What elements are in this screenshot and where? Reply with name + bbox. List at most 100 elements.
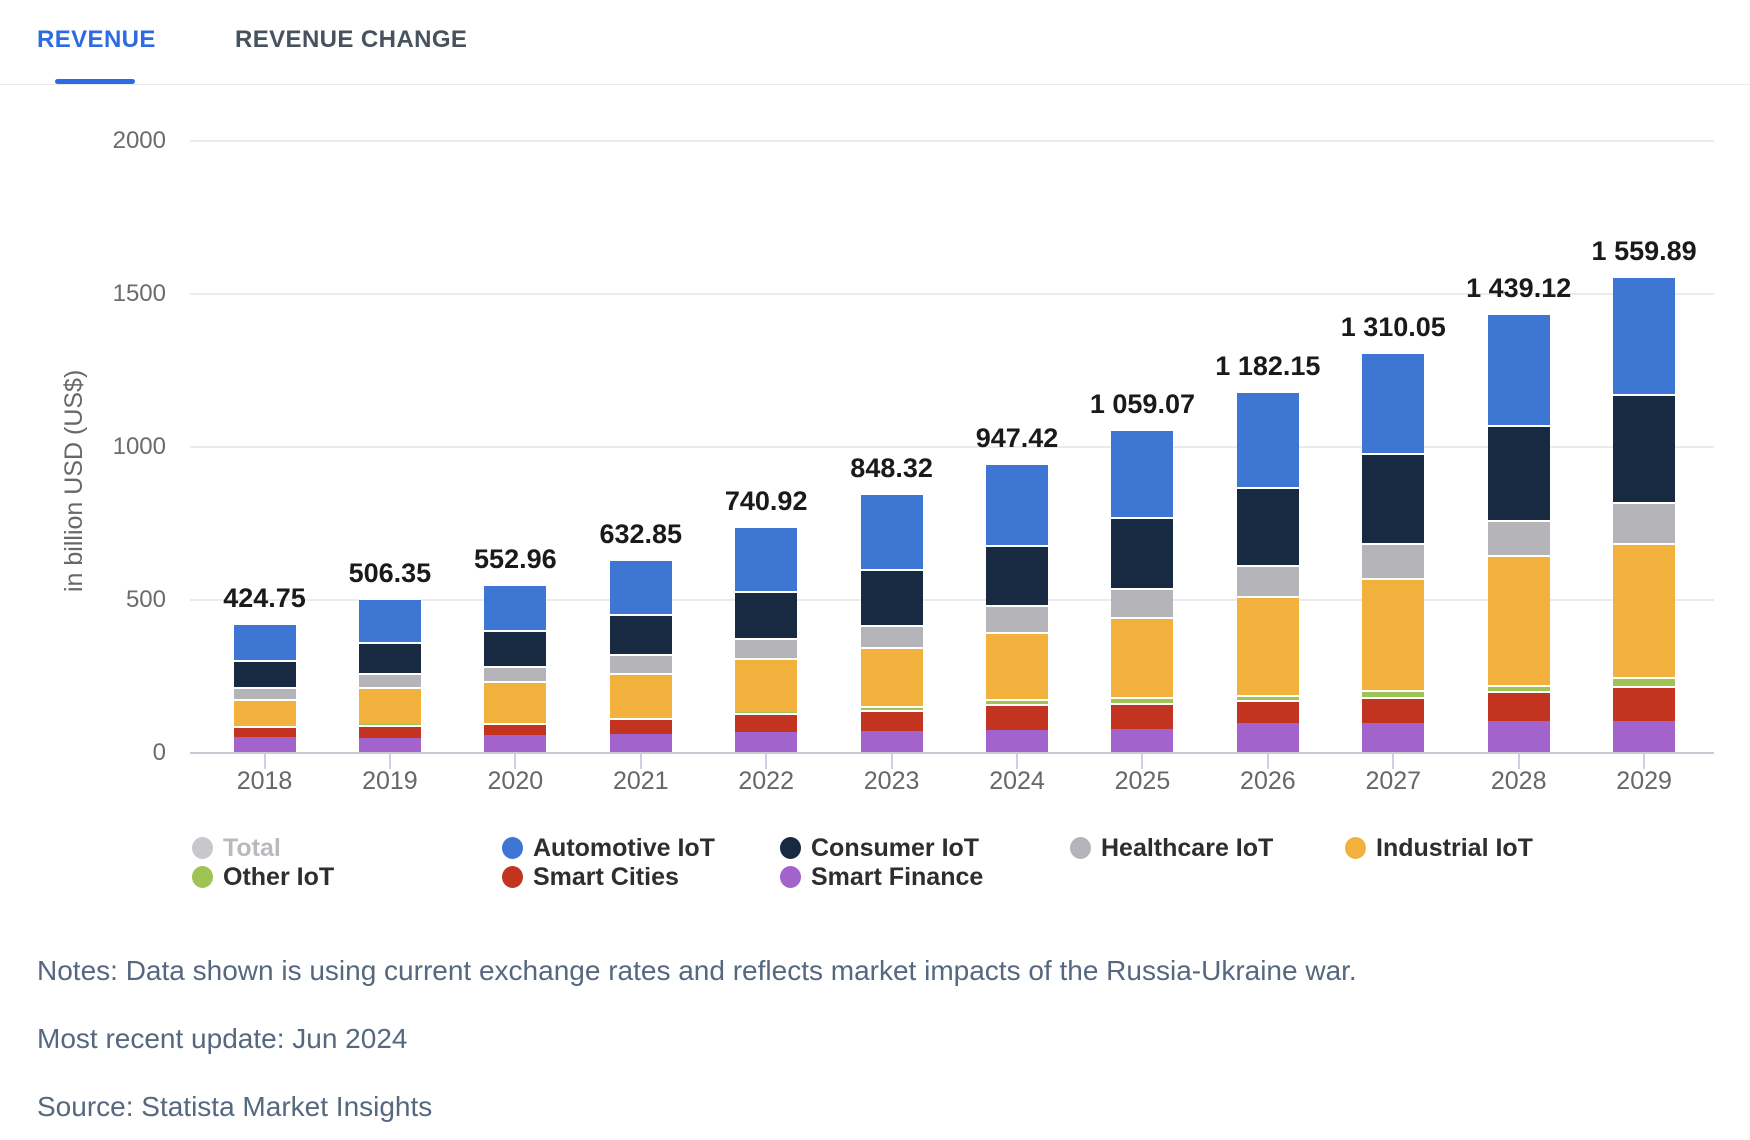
bar-segment-industrial-iot-2025[interactable] [1111, 616, 1174, 697]
bar-segment-automotive-iot-2024[interactable] [986, 463, 1049, 545]
bar-segment-smart-cities-2023[interactable] [860, 709, 923, 731]
bar-segment-industrial-iot-2024[interactable] [986, 632, 1049, 700]
bar-segment-healthcare-iot-2028[interactable] [1487, 519, 1550, 555]
bar-segment-healthcare-iot-2022[interactable] [735, 637, 798, 658]
bar-segment-consumer-iot-2019[interactable] [358, 641, 421, 674]
bar-segment-automotive-iot-2028[interactable] [1487, 312, 1550, 425]
bar-segment-smart-finance-2021[interactable] [609, 734, 672, 753]
bar-2020 [484, 583, 547, 753]
bar-segment-automotive-iot-2021[interactable] [609, 559, 672, 615]
bar-segment-healthcare-iot-2019[interactable] [358, 673, 421, 687]
bar-segment-smart-cities-2019[interactable] [358, 724, 421, 738]
bar-segment-automotive-iot-2022[interactable] [735, 526, 798, 591]
legend-dot-smart-cities [502, 866, 523, 888]
bar-segment-healthcare-iot-2021[interactable] [609, 653, 672, 673]
bar-segment-smart-cities-2029[interactable] [1613, 686, 1676, 721]
bar-segment-smart-cities-2026[interactable] [1236, 700, 1299, 724]
y-tick-label-0: 0 [152, 739, 166, 766]
bar-segment-smart-finance-2023[interactable] [860, 730, 923, 753]
bar-segment-consumer-iot-2021[interactable] [609, 614, 672, 654]
bar-segment-consumer-iot-2024[interactable] [986, 544, 1049, 605]
bar-segment-automotive-iot-2020[interactable] [484, 583, 547, 631]
bar-segment-healthcare-iot-2026[interactable] [1236, 565, 1299, 596]
bar-segment-healthcare-iot-2023[interactable] [860, 625, 923, 648]
bar-segment-consumer-iot-2025[interactable] [1111, 516, 1174, 588]
bar-segment-industrial-iot-2018[interactable] [233, 698, 296, 726]
bar-segment-industrial-iot-2022[interactable] [735, 657, 798, 713]
bar-segment-other-iot-2029[interactable] [1613, 677, 1676, 686]
bar-segment-smart-cities-2028[interactable] [1487, 690, 1550, 721]
bar-segment-automotive-iot-2018[interactable] [233, 623, 296, 661]
bar-segment-smart-finance-2020[interactable] [484, 735, 547, 753]
x-tick-2024 [1016, 754, 1019, 769]
bar-segment-other-iot-2025[interactable] [1111, 697, 1174, 703]
bar-segment-other-iot-2027[interactable] [1362, 689, 1425, 697]
bar-segment-automotive-iot-2019[interactable] [358, 598, 421, 642]
bar-segment-industrial-iot-2023[interactable] [860, 647, 923, 707]
bar-segment-other-iot-2024[interactable] [986, 699, 1049, 705]
bar-total-label-2027: 1 310.05 [1340, 312, 1446, 343]
bar-segment-healthcare-iot-2027[interactable] [1362, 542, 1425, 579]
bar-segment-consumer-iot-2027[interactable] [1362, 453, 1425, 543]
bar-segment-healthcare-iot-2018[interactable] [233, 687, 296, 699]
bar-segment-healthcare-iot-2024[interactable] [986, 604, 1049, 633]
tab-revenue-change[interactable]: REVENUE CHANGE [235, 26, 468, 53]
bar-segment-industrial-iot-2021[interactable] [609, 672, 672, 718]
legend-label: Automotive IoT [533, 834, 715, 862]
bar-segment-industrial-iot-2028[interactable] [1487, 554, 1550, 685]
bar-segment-consumer-iot-2026[interactable] [1236, 486, 1299, 566]
bar-segment-smart-cities-2021[interactable] [609, 718, 672, 735]
bar-segment-smart-finance-2026[interactable] [1236, 723, 1299, 753]
bar-segment-automotive-iot-2025[interactable] [1111, 428, 1174, 517]
bar-segment-industrial-iot-2026[interactable] [1236, 595, 1299, 696]
bar-segment-smart-finance-2027[interactable] [1362, 723, 1425, 753]
tab-revenue[interactable]: REVENUE [37, 26, 156, 53]
bar-segment-healthcare-iot-2025[interactable] [1111, 587, 1174, 617]
bar-segment-smart-cities-2020[interactable] [484, 723, 547, 736]
bar-segment-smart-finance-2029[interactable] [1613, 720, 1676, 753]
bar-segment-smart-finance-2022[interactable] [735, 731, 798, 753]
bar-segment-smart-cities-2018[interactable] [233, 726, 296, 738]
bar-segment-automotive-iot-2023[interactable] [860, 493, 923, 569]
bar-segment-consumer-iot-2018[interactable] [233, 660, 296, 688]
bar-2028 [1487, 312, 1550, 753]
bar-segment-other-iot-2028[interactable] [1487, 684, 1550, 691]
bar-segment-automotive-iot-2029[interactable] [1613, 275, 1676, 395]
bar-segment-consumer-iot-2020[interactable] [484, 630, 547, 667]
legend-dot-total [192, 837, 213, 859]
bar-segment-other-iot-2021[interactable] [609, 717, 672, 719]
x-tick-label-2028: 2028 [1490, 767, 1547, 795]
update-line: Most recent update: Jun 2024 [37, 1023, 408, 1054]
bar-segment-other-iot-2022[interactable] [735, 712, 798, 714]
source-line: Source: Statista Market Insights [37, 1091, 433, 1122]
bar-segment-automotive-iot-2026[interactable] [1236, 391, 1299, 487]
bar-segment-consumer-iot-2029[interactable] [1613, 394, 1676, 502]
bar-2026 [1236, 391, 1299, 753]
bar-2027 [1362, 352, 1425, 753]
x-tick-label-2019: 2019 [362, 767, 418, 795]
bar-segment-smart-cities-2022[interactable] [735, 713, 798, 732]
bar-segment-consumer-iot-2028[interactable] [1487, 424, 1550, 520]
bar-segment-industrial-iot-2020[interactable] [484, 681, 547, 724]
bar-segment-smart-cities-2025[interactable] [1111, 702, 1174, 729]
bar-segment-healthcare-iot-2029[interactable] [1613, 501, 1676, 544]
bar-segment-smart-cities-2024[interactable] [986, 704, 1049, 731]
bar-segment-healthcare-iot-2020[interactable] [484, 666, 547, 682]
bar-segment-other-iot-2026[interactable] [1236, 695, 1299, 701]
bar-2025 [1111, 428, 1174, 753]
bar-segment-consumer-iot-2022[interactable] [735, 590, 798, 638]
y-axis-title: in billion USD (US$) [60, 369, 88, 592]
bar-segment-industrial-iot-2027[interactable] [1362, 578, 1425, 690]
x-tick-2019 [388, 754, 391, 769]
bar-segment-smart-finance-2028[interactable] [1487, 720, 1550, 753]
bar-segment-other-iot-2023[interactable] [860, 706, 923, 710]
bar-segment-smart-finance-2019[interactable] [358, 738, 421, 753]
bar-segment-automotive-iot-2027[interactable] [1362, 352, 1425, 454]
bar-segment-industrial-iot-2029[interactable] [1613, 543, 1676, 678]
bar-segment-smart-cities-2027[interactable] [1362, 696, 1425, 724]
bar-segment-smart-finance-2025[interactable] [1111, 728, 1174, 753]
bar-segment-industrial-iot-2019[interactable] [358, 686, 421, 725]
bar-segment-consumer-iot-2023[interactable] [860, 568, 923, 626]
bar-segment-smart-finance-2024[interactable] [986, 730, 1049, 753]
bar-segment-smart-finance-2018[interactable] [233, 737, 296, 753]
